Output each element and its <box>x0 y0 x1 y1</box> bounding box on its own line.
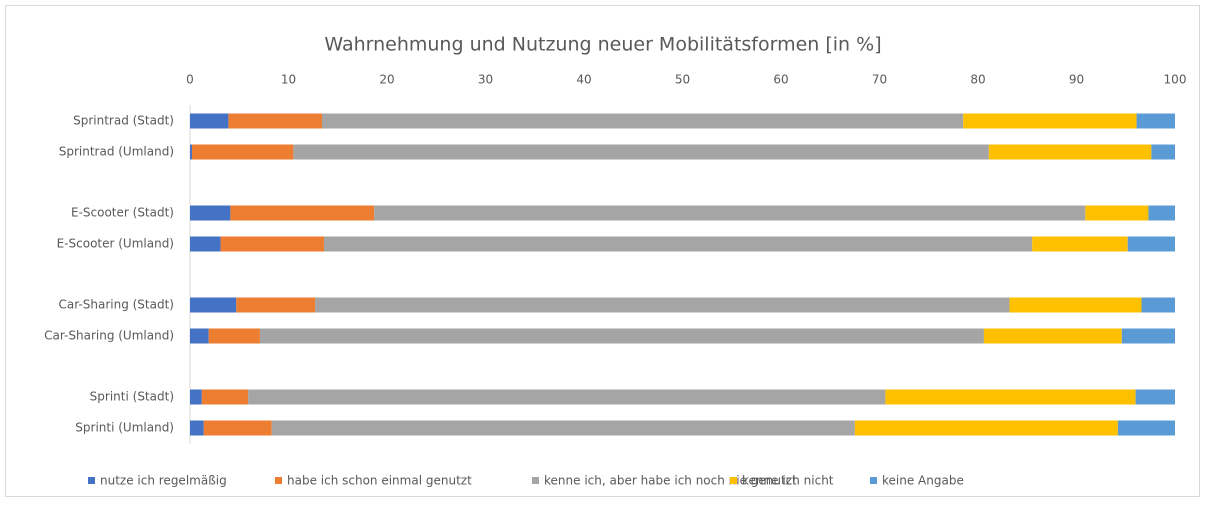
y-tick-label: E-Scooter (Stadt) <box>71 206 174 220</box>
bar-segment <box>271 420 855 436</box>
bar-segment <box>1151 144 1175 160</box>
bar-segment <box>1141 297 1175 313</box>
bar-segment <box>248 389 886 405</box>
bar-segment <box>1148 205 1175 221</box>
chart-title: Wahrnehmung und Nutzung neuer Mobilitäts… <box>324 34 881 56</box>
y-tick-label: Sprinti (Stadt) <box>90 390 174 404</box>
bar-segment <box>230 205 375 221</box>
bar-segment <box>1085 205 1149 221</box>
bar-segment <box>854 420 1118 436</box>
x-tick-label: 60 <box>773 73 788 87</box>
bar-segment <box>203 420 272 436</box>
y-tick-label: E-Scooter (Umland) <box>57 237 174 251</box>
x-tick-label: 0 <box>186 73 194 87</box>
x-tick-label: 40 <box>576 73 591 87</box>
y-tick-label: Sprinti (Umland) <box>75 421 174 435</box>
bar-segment <box>190 297 237 313</box>
legend-label: nutze ich regelmäßig <box>100 474 227 488</box>
bar-segment <box>191 144 294 160</box>
bar-segment <box>201 389 249 405</box>
x-tick-label: 10 <box>281 73 296 87</box>
bar-segment <box>321 113 964 129</box>
y-tick-label: Car-Sharing (Umland) <box>44 329 174 343</box>
bar-segment <box>1032 236 1128 252</box>
legend-label: keine Angabe <box>882 474 964 488</box>
bar-segment <box>259 328 984 344</box>
bar-segment <box>190 328 209 344</box>
x-tick-label: 50 <box>675 73 690 87</box>
bar-segment <box>374 205 1086 221</box>
bar-segment <box>988 144 1152 160</box>
bar-segment <box>190 205 231 221</box>
legend-swatch <box>532 477 539 484</box>
bar-segment <box>236 297 316 313</box>
y-tick-label: Car-Sharing (Stadt) <box>59 298 174 312</box>
bar-segment <box>1009 297 1142 313</box>
bar-segment <box>190 144 192 160</box>
legend-swatch <box>730 477 737 484</box>
bar-segment <box>190 113 229 129</box>
legend-label: habe ich schon einmal genutzt <box>287 474 472 488</box>
bar-segment <box>190 389 202 405</box>
x-tick-label: 70 <box>872 73 887 87</box>
bar-segment <box>208 328 260 344</box>
bar-segment <box>228 113 322 129</box>
x-tick-label: 30 <box>478 73 493 87</box>
x-tick-label: 90 <box>1069 73 1084 87</box>
legend-label: kenne ich nicht <box>742 474 834 488</box>
x-tick-label: 80 <box>970 73 985 87</box>
bar-segment <box>190 420 204 436</box>
y-tick-label: Sprintrad (Umland) <box>59 145 174 159</box>
legend-swatch <box>88 477 95 484</box>
bar-segment <box>983 328 1122 344</box>
y-tick-label: Sprintrad (Stadt) <box>73 114 174 128</box>
x-tick-label: 100 <box>1164 73 1187 87</box>
bar-segment <box>315 297 1010 313</box>
legend-swatch <box>870 477 877 484</box>
bar-segment <box>323 236 1033 252</box>
bar-segment <box>220 236 324 252</box>
bar-segment <box>1117 420 1175 436</box>
bar-segment <box>293 144 989 160</box>
bar-segment <box>963 113 1137 129</box>
bar-segment <box>885 389 1136 405</box>
bar-segment <box>1135 389 1175 405</box>
legend-swatch <box>275 477 282 484</box>
bar-segment <box>1121 328 1175 344</box>
x-tick-label: 20 <box>379 73 394 87</box>
bar-segment <box>1136 113 1175 129</box>
bar-segment <box>1127 236 1175 252</box>
bar-segment <box>190 236 221 252</box>
